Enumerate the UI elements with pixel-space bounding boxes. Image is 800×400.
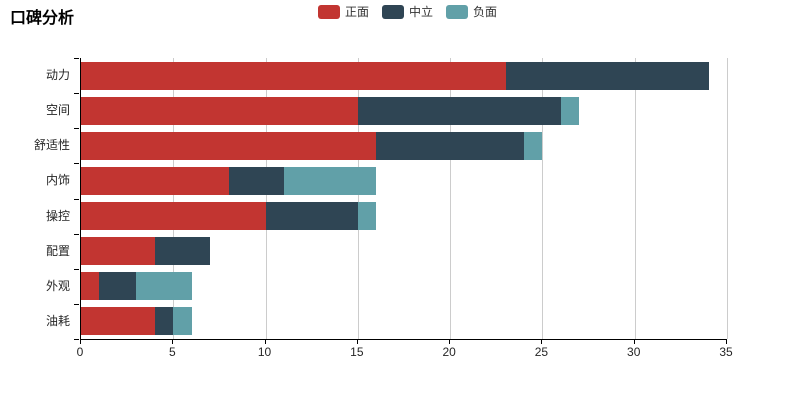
bar-segment	[81, 61, 506, 90]
bar-row	[81, 202, 727, 231]
bar-segment	[81, 202, 266, 231]
bar-segment	[228, 166, 285, 195]
bar-segment	[81, 237, 155, 266]
bar-row	[81, 307, 727, 336]
legend-label: 负面	[473, 5, 498, 19]
x-axis-label: 15	[350, 345, 364, 359]
legend-item[interactable]: 负面	[446, 5, 497, 19]
y-axis-tick	[74, 163, 79, 165]
y-axis-tick	[74, 339, 79, 340]
y-axis-tick	[74, 268, 79, 270]
bar-segment	[376, 131, 524, 160]
x-axis-tick	[356, 340, 358, 344]
y-axis-label: 外观	[45, 278, 70, 293]
bar-segment	[284, 166, 377, 195]
x-axis-label: 0	[76, 345, 84, 359]
bar-segment	[560, 96, 580, 125]
bar-segment	[81, 131, 377, 160]
x-axis-tick	[172, 340, 174, 344]
bar-segment	[265, 202, 358, 231]
y-axis-label: 空间	[45, 103, 70, 118]
gridline	[634, 58, 636, 339]
bar-segment	[154, 307, 174, 336]
y-axis-tick	[74, 58, 79, 59]
x-axis-label: 35	[719, 345, 733, 359]
x-axis-tick	[633, 340, 635, 344]
y-axis-label: 操控	[45, 208, 70, 223]
legend-item[interactable]: 中立	[382, 5, 433, 19]
bar-segment	[357, 202, 377, 231]
bar-segment	[81, 307, 155, 336]
y-axis-label: 配置	[45, 243, 70, 258]
y-axis-tick	[74, 303, 79, 305]
legend-swatch	[382, 5, 405, 19]
plot-area	[80, 58, 728, 340]
gridline	[357, 58, 359, 339]
x-axis-tick	[541, 340, 543, 344]
x-axis-label: 20	[442, 345, 456, 359]
gridline	[173, 58, 175, 339]
x-axis-tick	[80, 340, 81, 344]
chart-title: 口碑分析	[10, 10, 75, 27]
y-axis-tick	[74, 198, 79, 200]
bar-segment	[136, 272, 192, 301]
legend-swatch	[446, 5, 469, 19]
x-axis-label: 30	[627, 345, 641, 359]
chart-legend: 正面 中立 负面	[318, 5, 497, 19]
y-axis-label: 油耗	[45, 313, 70, 328]
bar-segment	[357, 96, 561, 125]
gridline	[265, 58, 267, 339]
bar-row	[81, 272, 727, 301]
bar-segment	[154, 237, 211, 266]
y-axis-tick	[74, 233, 79, 235]
x-axis-label: 10	[257, 345, 272, 359]
bar-segment	[505, 61, 709, 90]
legend-swatch	[318, 5, 340, 19]
y-axis-label: 舒适性	[33, 138, 70, 153]
x-axis-label: 25	[534, 345, 549, 359]
x-axis-tick	[726, 340, 727, 344]
bar-row	[81, 96, 727, 125]
gridline	[450, 58, 452, 339]
x-axis-label: 5	[168, 345, 176, 359]
gridline	[542, 58, 544, 339]
y-axis-tick	[74, 93, 79, 95]
y-axis-label: 动力	[45, 68, 70, 82]
gridline	[727, 58, 728, 339]
legend-item[interactable]: 正面	[318, 5, 369, 19]
bar-segment	[81, 272, 100, 301]
bar-segment	[81, 166, 229, 195]
bar-segment	[173, 307, 192, 336]
x-axis-tick	[449, 340, 451, 344]
x-axis-tick	[264, 340, 266, 344]
bar-segment	[99, 272, 137, 301]
legend-label: 正面	[345, 5, 370, 19]
bar-segment	[81, 96, 358, 125]
bar-row	[81, 166, 727, 195]
y-axis-tick	[74, 128, 79, 130]
y-axis-label: 内饰	[45, 173, 70, 188]
bar-row	[81, 61, 727, 90]
bar-row	[81, 131, 727, 160]
legend-label: 中立	[409, 5, 434, 19]
bar-segment	[523, 131, 543, 160]
bar-row	[81, 237, 727, 266]
